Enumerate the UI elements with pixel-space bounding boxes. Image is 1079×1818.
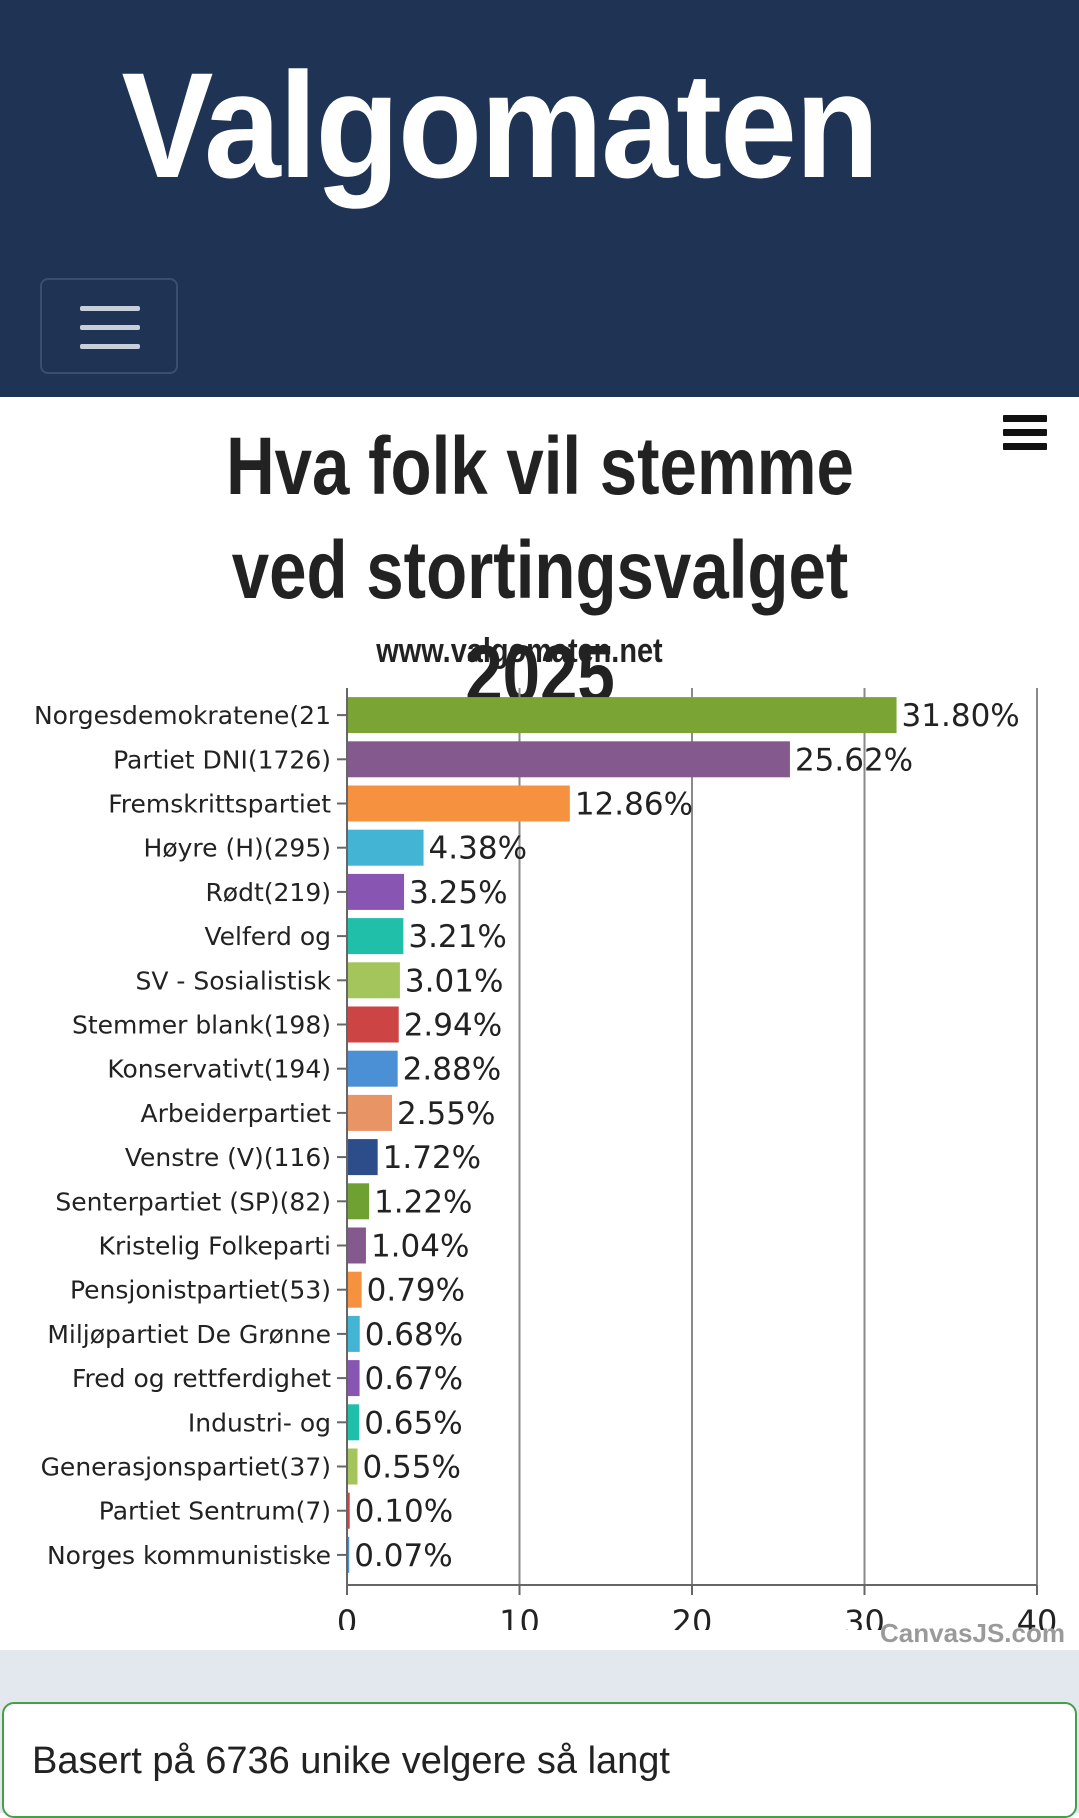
bar[interactable] bbox=[348, 1183, 370, 1220]
bar[interactable] bbox=[348, 697, 897, 734]
voter-count-text: Basert på 6736 unike velgere så langt bbox=[32, 1740, 670, 1782]
category-label: Senterpartiet (SP)(82) bbox=[55, 1187, 331, 1216]
category-label: Miljøpartiet De Grønne bbox=[47, 1320, 331, 1349]
info-box: Basert på 6736 unike velgere så langt bbox=[2, 1702, 1077, 1818]
category-label: Norges kommunistiske bbox=[47, 1541, 331, 1570]
value-label: 0.10% bbox=[355, 1494, 453, 1530]
category-label: Generasjonspartiet(37) bbox=[41, 1453, 331, 1482]
chart-container bbox=[0, 397, 1079, 1647]
bar[interactable] bbox=[348, 962, 400, 999]
value-label: 0.67% bbox=[365, 1361, 463, 1397]
value-label: 3.21% bbox=[408, 919, 506, 955]
category-label: Partiet DNI(1726) bbox=[113, 745, 331, 774]
bar[interactable] bbox=[348, 1094, 392, 1131]
chart-subtitle: www.valgomaten.net bbox=[376, 632, 663, 670]
value-label: 0.68% bbox=[365, 1317, 463, 1353]
category-label: Konservativt(194) bbox=[107, 1055, 331, 1084]
bar[interactable] bbox=[348, 1492, 350, 1529]
bar[interactable] bbox=[348, 1050, 398, 1087]
value-label: 12.86% bbox=[575, 787, 693, 823]
bar[interactable] bbox=[348, 1006, 399, 1043]
x-tick-label: 20 bbox=[672, 1603, 713, 1630]
bar[interactable] bbox=[348, 1271, 362, 1308]
chart-credit[interactable]: CanvasJS.com bbox=[880, 1618, 1065, 1648]
brand-logo[interactable]: Valgomaten bbox=[121, 41, 879, 209]
category-label: Fred og rettferdighet bbox=[72, 1364, 331, 1393]
category-label: Industri- og bbox=[188, 1408, 331, 1437]
bar[interactable] bbox=[348, 1536, 350, 1573]
bar[interactable] bbox=[348, 873, 405, 910]
value-label: 25.62% bbox=[795, 742, 913, 778]
bar[interactable] bbox=[348, 1315, 360, 1352]
bar[interactable] bbox=[348, 1227, 366, 1264]
category-label: Høyre (H)(295) bbox=[144, 834, 331, 863]
chart-menu-button[interactable] bbox=[1003, 415, 1047, 455]
bar[interactable] bbox=[348, 785, 570, 822]
value-label: 31.80% bbox=[902, 698, 1020, 734]
bar[interactable] bbox=[348, 829, 424, 866]
value-label: 0.79% bbox=[367, 1273, 465, 1309]
category-label: Pensjonistpartiet(53) bbox=[70, 1276, 331, 1305]
category-label: Venstre (V)(116) bbox=[125, 1143, 331, 1172]
bar[interactable] bbox=[348, 918, 404, 955]
bar-chart: Norgesdemokratene(21 31.80% Partiet DNI(17… bbox=[34, 688, 1058, 1630]
value-label: 2.55% bbox=[397, 1096, 495, 1132]
hamburger-icon bbox=[1003, 415, 1047, 422]
value-label: 0.65% bbox=[364, 1405, 462, 1441]
category-label: Fremskrittspartiet bbox=[108, 790, 331, 819]
category-label: Velferd og bbox=[205, 922, 332, 951]
chart-title: Hva folk vil stemme ved stortingsvalget … bbox=[226, 421, 854, 720]
value-label: 2.94% bbox=[404, 1008, 502, 1044]
value-label: 2.88% bbox=[403, 1052, 501, 1088]
category-label: Rødt(219) bbox=[205, 878, 331, 907]
x-tick-label: 40 bbox=[1017, 1603, 1058, 1630]
category-label: SV - Sosialistisk bbox=[135, 966, 331, 995]
value-label: 0.55% bbox=[362, 1450, 460, 1486]
nav-toggle-button[interactable] bbox=[40, 278, 178, 374]
value-label: 1.04% bbox=[371, 1229, 469, 1265]
x-tick-label: 0 bbox=[337, 1603, 357, 1630]
top-navbar: Valgomaten bbox=[0, 0, 1079, 397]
bar[interactable] bbox=[348, 1448, 358, 1485]
category-label: Stemmer blank(198) bbox=[72, 1011, 331, 1040]
x-tick-label: 10 bbox=[499, 1603, 540, 1630]
bar[interactable] bbox=[348, 1404, 360, 1441]
category-label: Partiet Sentrum(7) bbox=[99, 1497, 331, 1526]
category-label: Norgesdemokratene(21 bbox=[34, 701, 331, 730]
bar[interactable] bbox=[348, 741, 790, 778]
value-label: 1.72% bbox=[383, 1140, 481, 1176]
bar[interactable] bbox=[348, 1360, 360, 1397]
value-label: 4.38% bbox=[429, 831, 527, 867]
category-label: Arbeiderpartiet bbox=[140, 1099, 331, 1128]
category-label: Kristelig Folkeparti bbox=[99, 1232, 331, 1261]
value-label: 3.01% bbox=[405, 963, 503, 999]
x-tick-label: 30 bbox=[844, 1603, 885, 1630]
value-label: 0.07% bbox=[354, 1538, 452, 1574]
bar[interactable] bbox=[348, 1139, 378, 1176]
value-label: 1.22% bbox=[374, 1184, 472, 1220]
value-label: 3.25% bbox=[409, 875, 507, 911]
